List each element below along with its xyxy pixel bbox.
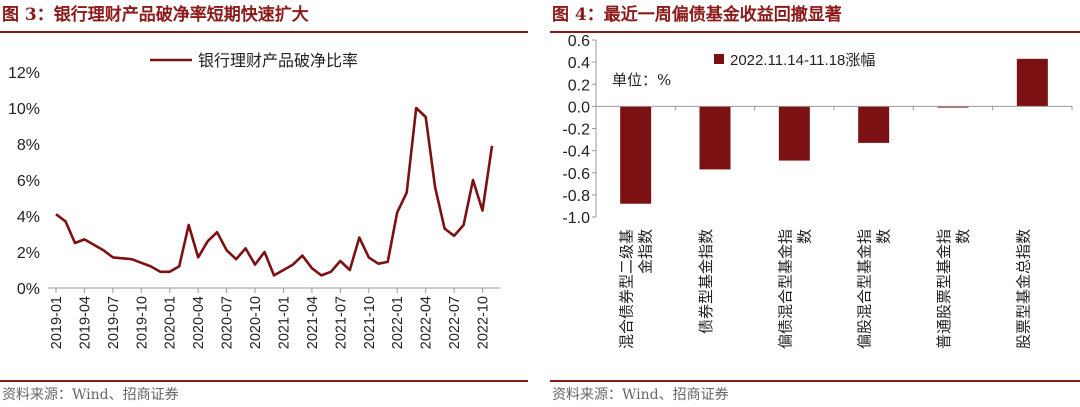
legend-label: 银行理财产品破净比率: [198, 51, 358, 70]
x-tick-label: 2019-07: [106, 296, 122, 349]
bar: [699, 106, 731, 170]
y-tick-label: 12%: [8, 65, 40, 82]
x-tick-label: 2021-04: [305, 296, 321, 349]
y-tick-label: -0.8: [562, 188, 590, 205]
x-category-label: 普通股票型基金指数: [935, 229, 972, 349]
x-tick-label: 2021-10: [362, 296, 378, 349]
figure-3-title: 图 3：银行理财产品破净率短期快速扩大: [2, 5, 309, 25]
bar: [778, 106, 810, 161]
x-category-label: 偏债混合型基金指数: [776, 229, 813, 349]
x-tick-label: 2019-01: [49, 296, 65, 349]
x-tick-label: 2020-07: [220, 296, 236, 349]
x-category-label: 混合债券型二级基金指数: [618, 229, 655, 349]
figure-4-title: 图 4：最近一周偏债基金收益回撤显著: [552, 5, 842, 25]
y-tick-label: 8%: [17, 137, 40, 154]
source-rule: [0, 380, 528, 382]
y-tick-label: 4%: [17, 209, 40, 226]
x-tick-label: 2022-10: [476, 296, 492, 349]
x-tick-label: 2022-01: [390, 296, 406, 349]
y-tick-label: 0.0: [568, 99, 590, 116]
x-tick-label: 2021-01: [276, 296, 292, 349]
y-tick-label: 0.6: [568, 34, 590, 50]
figure-3-panel: 图 3：银行理财产品破净率短期快速扩大 0% 2% 4% 6% 8% 10% 12% 2019…: [0, 0, 528, 407]
x-category-label: 股票型基金总指数: [1014, 229, 1032, 349]
figure-4-source: 资料来源：Wind、招商证券: [552, 387, 729, 403]
figure-3-source: 资料来源：Wind、招商证券: [2, 387, 179, 403]
bar: [620, 106, 652, 204]
nav-break-ratio-line-chart: 0% 2% 4% 6% 8% 10% 12% 2019-01 2019-04 2019-07 201…: [8, 51, 500, 349]
y-tick-label: -0.2: [562, 122, 590, 139]
x-tick-label: 2019-04: [77, 296, 93, 349]
y-tick-label: -1.0: [562, 210, 590, 227]
y-tick-label: 0.4: [568, 55, 590, 72]
x-tick-label: 2021-07: [333, 296, 349, 349]
legend-label: 2022.11.14-11.18涨幅: [730, 52, 875, 69]
x-tick-label: 2020-10: [248, 296, 264, 349]
fund-return-bar-chart: 0.6 0.4 0.2 0.0 -0.2 -0.4 -0.6 -0.8 -1.0 混合债券型二级基…: [562, 34, 1073, 349]
unit-note: 单位：%: [612, 71, 671, 89]
x-tick-label: 2022-07: [447, 296, 463, 349]
y-tick-label: -0.6: [562, 166, 590, 183]
y-tick-label: 6%: [17, 173, 40, 190]
x-tick-label: 2019-10: [134, 296, 150, 349]
x-category-label: 债券型基金指数: [697, 229, 715, 334]
series-line: [55, 106, 494, 277]
figure-4-panel: 图 4：最近一周偏债基金收益回撤显著 0.6 0.4 0.2 0.0 -0.2 -0.4 -…: [550, 0, 1080, 407]
bar: [937, 106, 969, 108]
x-tick-label: 2020-04: [191, 296, 207, 349]
source-rule: [550, 380, 1080, 382]
title-rule: [0, 31, 528, 33]
y-tick-label: 10%: [8, 101, 40, 118]
title-rule: [550, 31, 1080, 33]
x-category-label: 偏股混合型基金指数: [856, 229, 893, 349]
legend-swatch: [714, 54, 724, 64]
x-tick-label: 2022-04: [419, 296, 435, 349]
bar: [858, 106, 890, 143]
bar: [1016, 58, 1048, 107]
y-tick-label: 0%: [17, 281, 40, 298]
y-tick-label: -0.4: [562, 144, 590, 161]
y-tick-label: 2%: [17, 245, 40, 262]
x-tick-label: 2020-01: [163, 296, 179, 349]
y-tick-label: 0.2: [568, 77, 590, 94]
